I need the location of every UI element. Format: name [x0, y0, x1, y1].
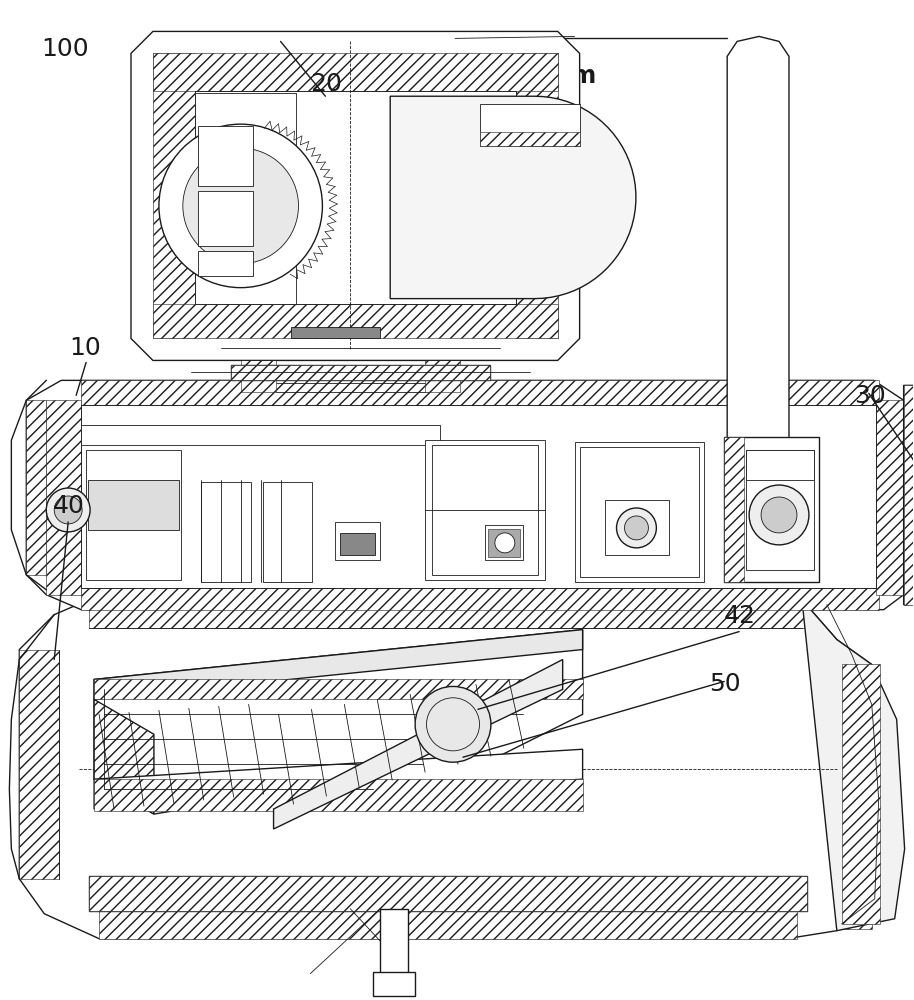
- Bar: [425, 440, 545, 580]
- Bar: [90, 876, 807, 911]
- Bar: [904, 385, 914, 605]
- Bar: [842, 664, 879, 924]
- Bar: [94, 679, 582, 699]
- Bar: [515, 53, 558, 338]
- Bar: [335, 522, 380, 560]
- Polygon shape: [94, 699, 154, 814]
- Bar: [195, 93, 296, 304]
- Bar: [579, 447, 699, 577]
- Bar: [480, 104, 579, 146]
- Bar: [876, 400, 904, 595]
- Bar: [432, 445, 537, 575]
- Bar: [230, 365, 490, 380]
- Polygon shape: [94, 749, 582, 809]
- Polygon shape: [27, 380, 904, 610]
- Bar: [837, 669, 872, 929]
- Circle shape: [617, 508, 656, 548]
- Bar: [90, 876, 807, 911]
- Bar: [575, 442, 705, 582]
- Bar: [340, 533, 376, 555]
- Text: 40: 40: [53, 494, 85, 518]
- Bar: [197, 126, 252, 186]
- Text: 10: 10: [69, 336, 101, 360]
- Circle shape: [54, 496, 82, 524]
- Text: 20: 20: [311, 72, 343, 96]
- Polygon shape: [904, 385, 914, 605]
- Bar: [86, 450, 181, 580]
- Circle shape: [624, 516, 648, 540]
- Bar: [373, 972, 415, 996]
- Bar: [99, 911, 797, 939]
- Bar: [153, 304, 558, 338]
- Polygon shape: [19, 600, 872, 939]
- Bar: [724, 437, 819, 582]
- Bar: [81, 380, 878, 405]
- Bar: [153, 53, 558, 91]
- Bar: [197, 191, 252, 246]
- Bar: [27, 400, 47, 575]
- Text: >15mm: >15mm: [494, 64, 597, 88]
- Polygon shape: [390, 96, 636, 299]
- Circle shape: [159, 124, 323, 288]
- Polygon shape: [802, 600, 905, 931]
- Bar: [291, 327, 380, 338]
- Bar: [201, 482, 250, 582]
- Text: 50: 50: [709, 672, 741, 696]
- Circle shape: [183, 148, 299, 264]
- Bar: [724, 437, 744, 582]
- Bar: [94, 779, 582, 811]
- Text: 100: 100: [41, 37, 89, 61]
- Text: 30: 30: [854, 384, 886, 408]
- Polygon shape: [94, 630, 582, 699]
- Bar: [197, 251, 252, 276]
- Bar: [153, 53, 195, 338]
- Bar: [604, 500, 669, 555]
- Bar: [485, 525, 523, 560]
- Bar: [240, 360, 275, 392]
- Bar: [488, 529, 520, 557]
- Polygon shape: [94, 630, 582, 814]
- Bar: [746, 450, 813, 570]
- Polygon shape: [273, 660, 563, 829]
- Bar: [380, 909, 409, 974]
- Bar: [47, 400, 81, 595]
- Bar: [81, 425, 440, 445]
- Circle shape: [749, 485, 809, 545]
- Circle shape: [761, 497, 797, 533]
- Text: 42: 42: [724, 604, 756, 628]
- Bar: [746, 450, 813, 480]
- Circle shape: [415, 686, 491, 762]
- Bar: [90, 600, 807, 628]
- Bar: [480, 132, 579, 146]
- Circle shape: [494, 533, 515, 553]
- Bar: [88, 480, 179, 530]
- Bar: [81, 588, 878, 610]
- Bar: [262, 482, 313, 582]
- Bar: [19, 650, 59, 879]
- Polygon shape: [230, 365, 490, 380]
- Polygon shape: [728, 36, 789, 580]
- Bar: [425, 360, 460, 392]
- Circle shape: [47, 488, 90, 532]
- Polygon shape: [131, 31, 579, 360]
